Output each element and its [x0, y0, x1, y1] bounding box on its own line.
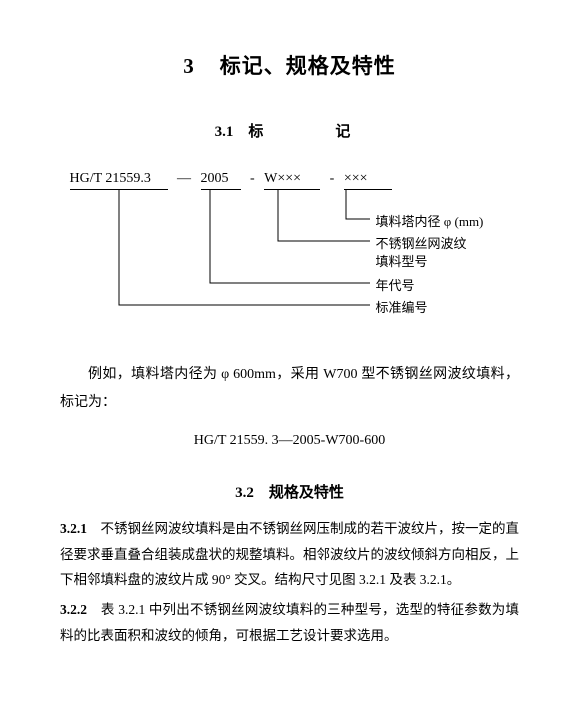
chapter-title: 3 标记、规格及特性 [60, 50, 519, 80]
section-1-num: 3.1 [215, 124, 234, 140]
p1-text: 不锈钢丝网波纹填料是由不锈钢丝网压制成的若干波纹片，按一定的直径要求垂直叠合组装… [60, 521, 519, 587]
seg-model: W××× [264, 171, 320, 190]
page: 3 标记、规格及特性 3.1 标 记 HG/T 21559.3 — 2005 -… [0, 0, 579, 719]
section-1-title: 3.1 标 记 [60, 120, 519, 141]
section-2-title: 3.2 规格及特性 [60, 481, 519, 502]
code-line: HG/T 21559.3 — 2005 - W××× - ××× [70, 171, 510, 190]
section-1-text: 标 记 [248, 124, 364, 140]
label-diameter: 填料塔内径 φ (mm) [376, 211, 484, 230]
label-model-2: 填料型号 [376, 251, 428, 270]
seg-standard: HG/T 21559.3 [70, 171, 168, 190]
label-standard: 标准编号 [376, 297, 428, 316]
seg-diameter: ××× [344, 171, 392, 190]
p2-num: 3.2.2 [60, 602, 87, 617]
marking-diagram: HG/T 21559.3 — 2005 - W××× - ××× 填料塔内径 φ… [70, 171, 510, 331]
label-model-1: 不锈钢丝网波纹 [376, 233, 467, 252]
sep-2: - [244, 171, 261, 187]
section-2-num: 3.2 [235, 485, 254, 501]
section-2-text: 规格及特性 [269, 485, 344, 501]
label-year: 年代号 [376, 275, 415, 294]
p2-text: 表 3.2.1 中列出不锈钢丝网波纹填料的三种型号，选型的特征参数为填料的比表面… [60, 602, 519, 643]
sep-3: - [324, 171, 341, 187]
seg-year: 2005 [201, 171, 241, 190]
sep-1: — [171, 171, 197, 187]
paragraph-322: 3.2.2 表 3.2.1 中列出不锈钢丝网波纹填料的三种型号，选型的特征参数为… [60, 597, 519, 648]
chapter-title-text: 标记、规格及特性 [220, 54, 396, 78]
example-intro: 例如，填料塔内径为 φ 600mm，采用 W700 型不锈钢丝网波纹填料，标记为… [60, 361, 519, 417]
paragraph-321: 3.2.1 不锈钢丝网波纹填料是由不锈钢丝网压制成的若干波纹片，按一定的直径要求… [60, 516, 519, 593]
chapter-number: 3 [183, 54, 195, 78]
example-code: HG/T 21559. 3—2005-W700-600 [60, 433, 519, 449]
p1-num: 3.2.1 [60, 521, 87, 536]
